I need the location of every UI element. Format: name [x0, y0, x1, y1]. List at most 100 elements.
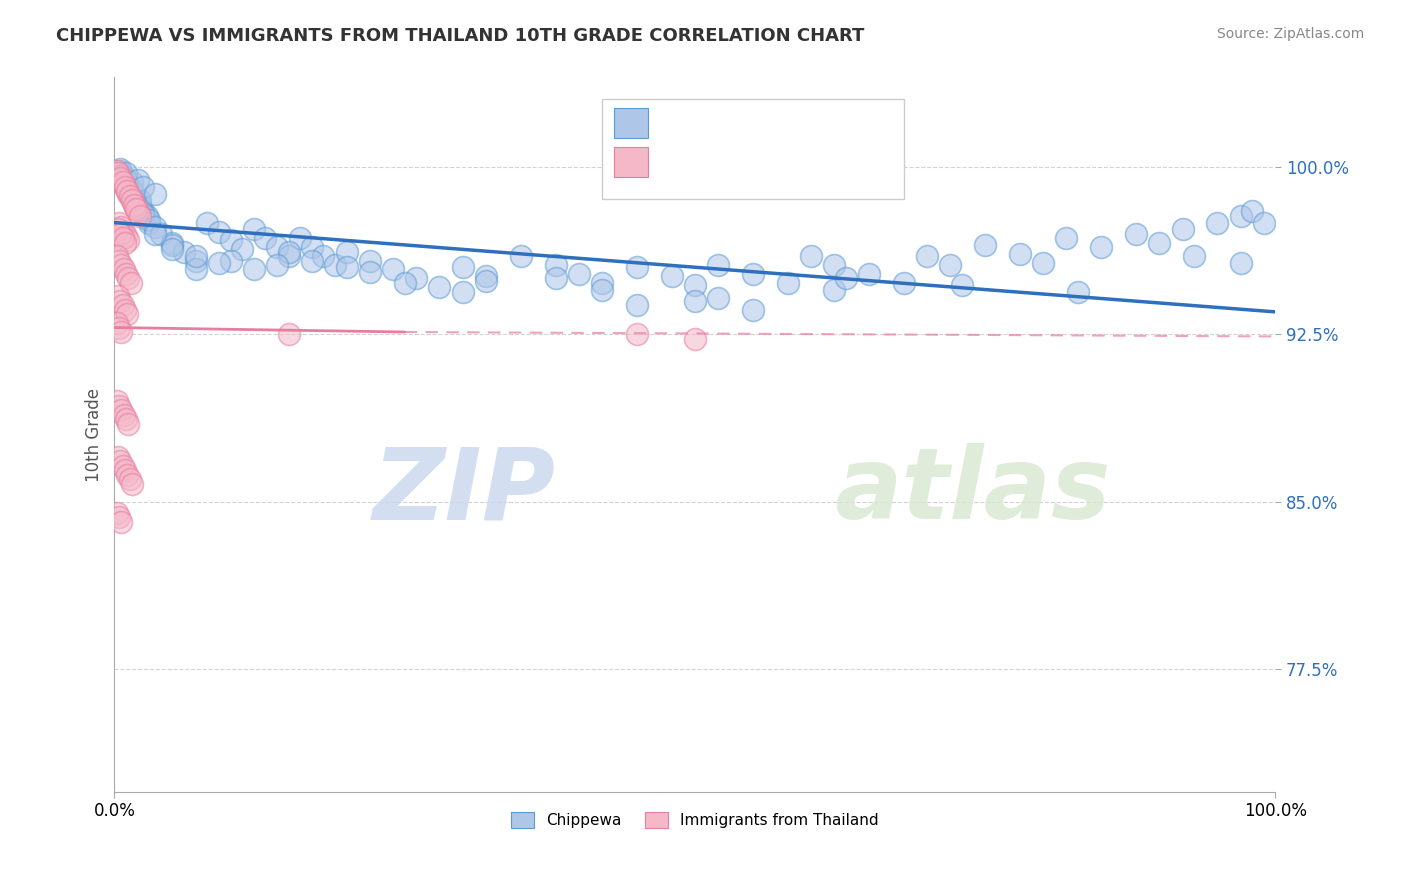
Point [823, 283, 845, 297]
Point [266, 240, 288, 254]
Point [707, 258, 730, 272]
Point [115, 184, 138, 198]
Point [105, 164, 128, 178]
Point [121, 184, 143, 198]
Point [115, 412, 138, 426]
Point [800, 249, 823, 263]
Point [301, 253, 323, 268]
Point [359, 265, 381, 279]
Text: R = -0.004  N =  64: R = -0.004 N = 64 [659, 153, 823, 170]
Point [124, 188, 146, 202]
Point [162, 243, 184, 257]
Point [107, 450, 129, 464]
Point [277, 244, 299, 259]
Point [1090, 240, 1112, 254]
Point [124, 195, 146, 210]
Point [122, 195, 145, 210]
Point [115, 467, 138, 482]
Point [707, 292, 730, 306]
Point [120, 186, 142, 201]
Point [112, 408, 135, 422]
Point [544, 271, 567, 285]
Point [122, 197, 145, 211]
Text: CHIPPEWA VS IMMIGRANTS FROM THAILAND 10TH GRADE CORRELATION CHART: CHIPPEWA VS IMMIGRANTS FROM THAILAND 10T… [56, 27, 865, 45]
Point [208, 225, 231, 239]
Text: ZIP: ZIP [373, 443, 555, 541]
Point [242, 262, 264, 277]
Point [835, 271, 858, 285]
Point [451, 260, 474, 275]
Point [112, 262, 135, 277]
Point [591, 283, 613, 297]
Point [105, 249, 128, 263]
Point [742, 267, 765, 281]
Bar [613, 147, 648, 178]
Point [117, 271, 139, 285]
Point [110, 227, 132, 241]
Point [219, 234, 242, 248]
Point [336, 244, 359, 259]
Point [1149, 235, 1171, 250]
Point [111, 298, 134, 312]
Point [184, 249, 207, 263]
Text: atlas: atlas [834, 443, 1111, 541]
Point [111, 175, 134, 189]
Point [127, 204, 149, 219]
Point [115, 307, 138, 321]
Point [108, 253, 131, 268]
FancyBboxPatch shape [602, 99, 904, 199]
Point [110, 161, 132, 176]
Point [111, 458, 134, 473]
Bar [613, 108, 648, 138]
Point [939, 258, 962, 272]
Point [121, 193, 143, 207]
Point [118, 472, 141, 486]
Point [823, 258, 845, 272]
Point [114, 302, 136, 317]
Point [277, 249, 299, 263]
Point [359, 253, 381, 268]
Point [143, 227, 166, 241]
Point [143, 186, 166, 201]
Point [110, 173, 132, 187]
Point [132, 204, 155, 219]
Point [132, 207, 155, 221]
Point [138, 213, 160, 227]
Point [288, 231, 311, 245]
Point [115, 229, 138, 244]
Point [950, 278, 973, 293]
Point [858, 267, 880, 281]
Point [626, 260, 648, 275]
Point [1171, 222, 1194, 236]
Point [122, 191, 145, 205]
Point [915, 249, 938, 263]
Point [683, 332, 706, 346]
Point [776, 276, 799, 290]
Point [301, 240, 323, 254]
Point [162, 235, 184, 250]
Point [110, 220, 132, 235]
Point [173, 244, 195, 259]
Point [114, 179, 136, 194]
Point [1032, 256, 1054, 270]
Point [112, 178, 135, 192]
Legend: Chippewa, Immigrants from Thailand: Chippewa, Immigrants from Thailand [505, 806, 884, 834]
Point [1054, 231, 1077, 245]
Point [254, 231, 277, 245]
Point [683, 278, 706, 293]
Point [127, 173, 149, 187]
Point [742, 302, 765, 317]
Point [112, 225, 135, 239]
Point [683, 293, 706, 308]
Point [105, 316, 128, 330]
Point [405, 271, 427, 285]
Point [312, 249, 335, 263]
Point [111, 231, 134, 245]
Point [475, 269, 498, 284]
Point [195, 216, 218, 230]
Point [626, 298, 648, 312]
Point [661, 269, 683, 284]
Point [323, 258, 346, 272]
Point [110, 515, 132, 529]
Point [509, 249, 531, 263]
